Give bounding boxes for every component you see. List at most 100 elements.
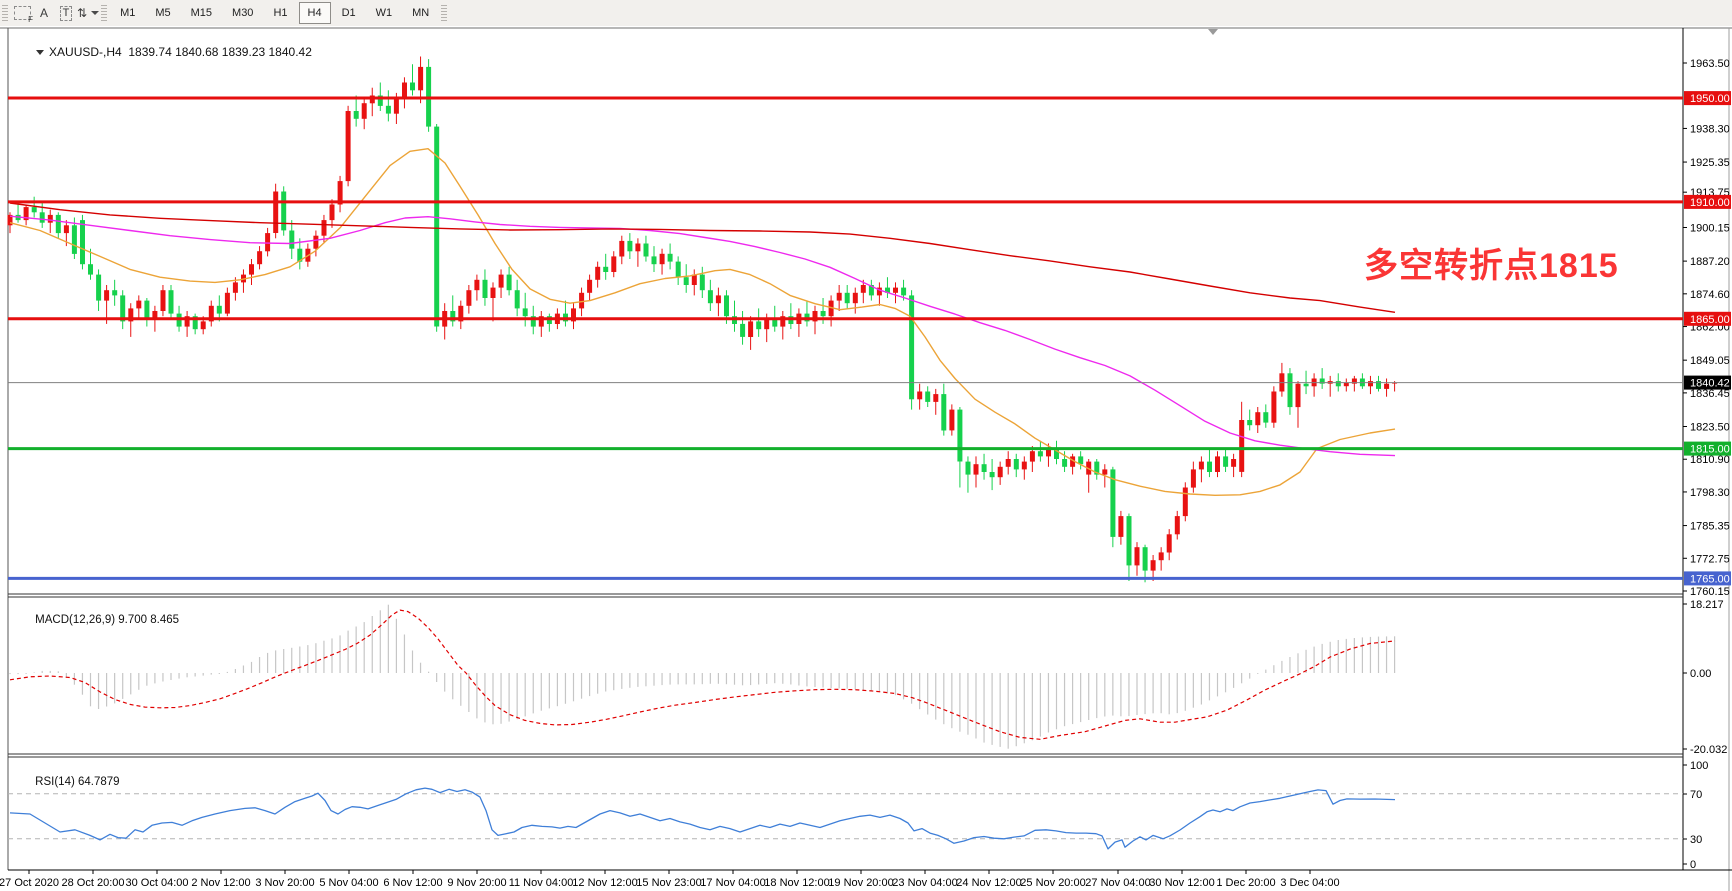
axis-price-badge <box>1684 571 1731 586</box>
candle-body <box>635 243 641 252</box>
candle-body <box>909 295 915 400</box>
candle-body <box>836 292 842 301</box>
chart-canvas[interactable]: 1963.501938.301925.351913.751900.151887.… <box>0 26 1732 891</box>
candle-body <box>901 287 907 296</box>
candle-body <box>699 274 705 291</box>
candle-body <box>313 235 319 249</box>
collapse-caret-icon[interactable] <box>36 50 45 55</box>
candle-body <box>1142 547 1148 571</box>
axis-price-badge <box>1684 311 1731 326</box>
candle-body <box>23 207 29 221</box>
candle-body <box>1223 456 1229 467</box>
candle-body <box>249 264 254 275</box>
cycler-arrows-icon[interactable]: ⇅ <box>77 3 100 23</box>
candle-body <box>933 394 939 402</box>
candle-body <box>1384 383 1390 389</box>
timeframe-button-m15[interactable]: M15 <box>190 7 213 19</box>
candle-body <box>1118 516 1124 537</box>
candle-body <box>112 290 118 296</box>
candle-body <box>265 233 271 252</box>
chinese-annotation-text[interactable]: 多空转折点1815 <box>1364 247 1619 285</box>
candle-body <box>603 266 609 272</box>
price-tick-label: 1810.90 <box>1690 454 1730 466</box>
candle-body <box>361 103 367 119</box>
price-tick-label: 1874.60 <box>1690 289 1730 301</box>
candle-body <box>514 290 520 309</box>
candle-body <box>393 98 399 114</box>
candle-body <box>1174 516 1180 535</box>
candle-body <box>1255 412 1261 426</box>
timeframe-button-h1[interactable]: H1 <box>273 7 288 19</box>
template-f-letter: F <box>28 15 33 24</box>
price-tick-label: 1760.15 <box>1690 586 1730 598</box>
candle-body <box>1351 378 1357 384</box>
candle-body <box>772 318 778 327</box>
candle-body <box>997 466 1003 478</box>
candle-body <box>1215 456 1220 472</box>
chart-window[interactable]: 1963.50 1938.30 1925.35 1913.75 1900.15 1887.… <box>0 26 1732 891</box>
candle-body <box>707 290 713 304</box>
timeframe-button-mn[interactable]: MN <box>412 7 430 19</box>
candle-body <box>192 316 198 330</box>
timeframe-button-w1[interactable]: W1 <box>375 7 393 19</box>
axis-price-badge <box>1684 91 1731 106</box>
candle-body <box>724 295 729 317</box>
axis-price-badge <box>1684 441 1731 456</box>
candle-body <box>1198 461 1204 470</box>
candle-body <box>474 279 480 291</box>
timeframe-button-m5[interactable]: M5 <box>155 7 171 19</box>
time-tick-label: 15 Nov 23:00 <box>636 877 701 889</box>
candle-body <box>450 311 456 322</box>
timeframe-button-m1[interactable]: M1 <box>120 7 136 19</box>
time-tick-label: 11 Nov 04:00 <box>509 877 574 889</box>
time-tick-label: 23 Nov 04:00 <box>892 877 957 889</box>
timeframe-button-h4[interactable]: H4 <box>298 2 331 24</box>
candle-body <box>667 253 673 262</box>
candle-body <box>184 316 190 327</box>
candle-body <box>1182 487 1188 517</box>
candle-body <box>490 287 496 298</box>
candle-body <box>136 300 142 309</box>
candle-body <box>917 391 923 400</box>
candle-body <box>780 316 786 327</box>
toolbar-grip[interactable] <box>2 5 8 21</box>
candle-body <box>506 274 512 291</box>
candle-body <box>434 126 440 327</box>
candle-body <box>1319 378 1325 384</box>
candle-body <box>627 240 633 252</box>
text-label-icon[interactable]: A <box>39 6 48 20</box>
candle-body <box>868 285 874 296</box>
candle-body <box>498 274 504 288</box>
candle-body <box>1295 383 1301 408</box>
candle-body <box>1392 382 1398 384</box>
candle-body <box>852 292 858 304</box>
timeframe-button-m30[interactable]: M30 <box>232 7 254 19</box>
candle-body <box>748 321 754 337</box>
time-tick-label: 12 Nov 12:00 <box>572 877 637 889</box>
candle-body <box>353 111 359 119</box>
candle-body <box>1013 459 1019 470</box>
macd-scale-label: 0.00 <box>1690 668 1711 680</box>
time-tick-label: 24 Nov 12:00 <box>956 877 1021 889</box>
toolbar: F A T ⇅ M1 M5 M15 M30 H1 H4 D1 W1 MN <box>0 0 1732 27</box>
candle-body <box>1239 420 1245 472</box>
candle-body <box>273 191 279 233</box>
candle-body <box>345 111 351 182</box>
chart-shift-marker-icon[interactable] <box>1208 29 1218 35</box>
price-tick-label: 1887.20 <box>1690 256 1730 268</box>
candle-body <box>402 82 407 99</box>
candle-body <box>482 279 488 298</box>
template-f-icon[interactable]: F <box>11 3 33 24</box>
text-box-icon[interactable]: T <box>55 3 77 23</box>
time-tick-label: 5 Nov 04:00 <box>319 877 378 889</box>
candle-body <box>885 287 890 293</box>
candle-body <box>1054 448 1059 459</box>
axis-price-badge-label: 1840.42 <box>1690 378 1730 390</box>
timeframe-button-d1[interactable]: D1 <box>341 7 356 19</box>
candle-body <box>989 472 995 478</box>
macd-main-value: 9.700 <box>118 614 148 626</box>
candle-body <box>377 95 383 106</box>
dropdown-caret-icon <box>91 11 100 15</box>
candle-body <box>659 253 665 265</box>
candle-body <box>1126 516 1132 566</box>
